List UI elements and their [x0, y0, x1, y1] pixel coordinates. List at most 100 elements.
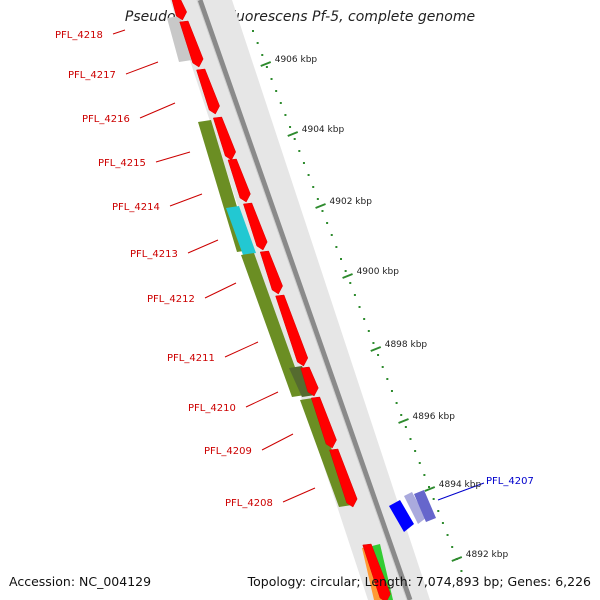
scale-dot	[386, 378, 389, 380]
gene-label[interactable]: PFL_4215	[98, 158, 146, 169]
scale-dot	[423, 474, 426, 476]
scale-dot	[400, 414, 403, 416]
scale-dot	[256, 42, 259, 44]
scale-dot	[340, 258, 343, 260]
forward-gene[interactable]	[310, 396, 337, 449]
gene-label-leader	[261, 433, 294, 451]
scale-dot	[312, 186, 315, 188]
gene-label-pfl-4207: PFL_4207	[486, 476, 534, 487]
gene-label-leader	[245, 391, 279, 408]
gene-label-leader	[169, 193, 203, 207]
scale-dot	[335, 246, 338, 248]
feature-olive-2	[241, 253, 305, 397]
scale-dot	[395, 402, 398, 404]
scale-label: 4898 kbp	[385, 340, 428, 350]
scale-dot	[409, 438, 412, 440]
scale-dot	[349, 282, 352, 284]
forward-gene[interactable]	[300, 366, 319, 397]
forward-gene[interactable]	[259, 250, 283, 295]
forward-gene[interactable]	[179, 20, 204, 68]
scale-label: 4900 kbp	[357, 267, 400, 277]
gene-pfl-4207[interactable]: PFL_4207	[389, 476, 534, 532]
scale-tick	[451, 556, 463, 562]
scale-tick	[370, 346, 382, 352]
scale-dot	[367, 330, 370, 332]
scale-dot	[446, 534, 449, 536]
scale-dot	[363, 318, 366, 320]
scale-dot	[377, 354, 380, 356]
scale-dot	[460, 570, 463, 572]
scale-tick	[315, 203, 326, 209]
gene-label[interactable]: PFL_4210	[188, 403, 236, 414]
scale-dot	[451, 546, 454, 548]
gene-label-leader	[125, 61, 159, 75]
gene-label[interactable]: PFL_4208	[225, 498, 273, 509]
scale-dot	[330, 234, 333, 236]
scale-dot	[270, 78, 273, 80]
scale-dot	[261, 54, 264, 56]
gene-label-leader	[282, 487, 316, 503]
gene-label[interactable]: PFL_4214	[112, 202, 160, 213]
scale-dot	[265, 66, 268, 68]
gene-label[interactable]: PFL_4211	[167, 353, 215, 364]
gene-label-leader	[204, 282, 237, 299]
scale-tick	[342, 273, 353, 279]
scale-dot	[321, 210, 324, 212]
gene-label-leader	[187, 239, 219, 254]
scale-tick	[287, 131, 299, 137]
scale-dot	[353, 294, 356, 296]
scale-dot	[414, 450, 417, 452]
forward-gene-track	[171, 0, 391, 600]
scale-tick	[424, 486, 436, 492]
scale-dot	[326, 222, 329, 224]
feature-grey-1	[167, 16, 192, 62]
gene-label[interactable]: PFL_4216	[82, 114, 130, 125]
forward-gene[interactable]	[329, 448, 358, 508]
scale-label: 4904 kbp	[302, 125, 345, 135]
genome-summary-text: Topology: circular; Length: 7,074,893 bp…	[247, 574, 591, 589]
forward-gene[interactable]	[243, 202, 268, 251]
gene-label-leader	[155, 151, 191, 163]
scale-dot	[298, 150, 301, 152]
scale-dot	[381, 366, 384, 368]
forward-gene[interactable]	[275, 294, 309, 367]
scale-dot	[307, 174, 310, 176]
gene-label[interactable]: PFL_4217	[68, 70, 116, 81]
gene-label[interactable]: PFL_4218	[55, 30, 103, 41]
gene-label-leader	[112, 29, 126, 35]
gene-label-leader	[224, 341, 259, 358]
gene-label[interactable]: PFL_4209	[204, 446, 252, 457]
gene-label[interactable]: PFL_4212	[147, 294, 195, 305]
scale-label: 4902 kbp	[330, 197, 373, 207]
forward-gene[interactable]	[196, 68, 220, 115]
scale-dot	[316, 198, 319, 200]
feature-green	[372, 544, 393, 600]
scale-dot	[289, 126, 292, 128]
forward-gene[interactable]	[227, 158, 251, 203]
feature-cyan	[226, 206, 256, 255]
scale-dot	[293, 138, 296, 140]
scale-dot	[279, 102, 282, 104]
scale-dot	[418, 462, 421, 464]
forward-gene[interactable]	[171, 0, 187, 21]
scale-dot	[372, 342, 375, 344]
scale-dot	[404, 426, 407, 428]
gene-label-group: PFL_4218 PFL_4217 PFL_4216 PFL_4215 PFL_4214…	[55, 29, 316, 509]
scale-dot	[390, 390, 393, 392]
gene-label[interactable]: PFL_4213	[130, 249, 178, 260]
scale-dot	[437, 510, 440, 512]
forward-gene[interactable]	[212, 116, 236, 161]
forward-gene[interactable]	[362, 543, 391, 600]
gene-pfl-4207-body	[389, 500, 414, 532]
scale-label: 4892 kbp	[466, 550, 509, 560]
scale-track: 4906 kbp 4904 kbp 4902 kbp 4900 kbp 4898 kbp…	[252, 30, 508, 572]
scale-dot	[432, 498, 435, 500]
scale-dot	[358, 306, 361, 308]
scale-dot	[428, 486, 431, 488]
scale-tick	[260, 61, 272, 67]
backbone-line	[197, 0, 413, 600]
scale-tick	[398, 418, 409, 424]
scale-dot	[344, 270, 347, 272]
